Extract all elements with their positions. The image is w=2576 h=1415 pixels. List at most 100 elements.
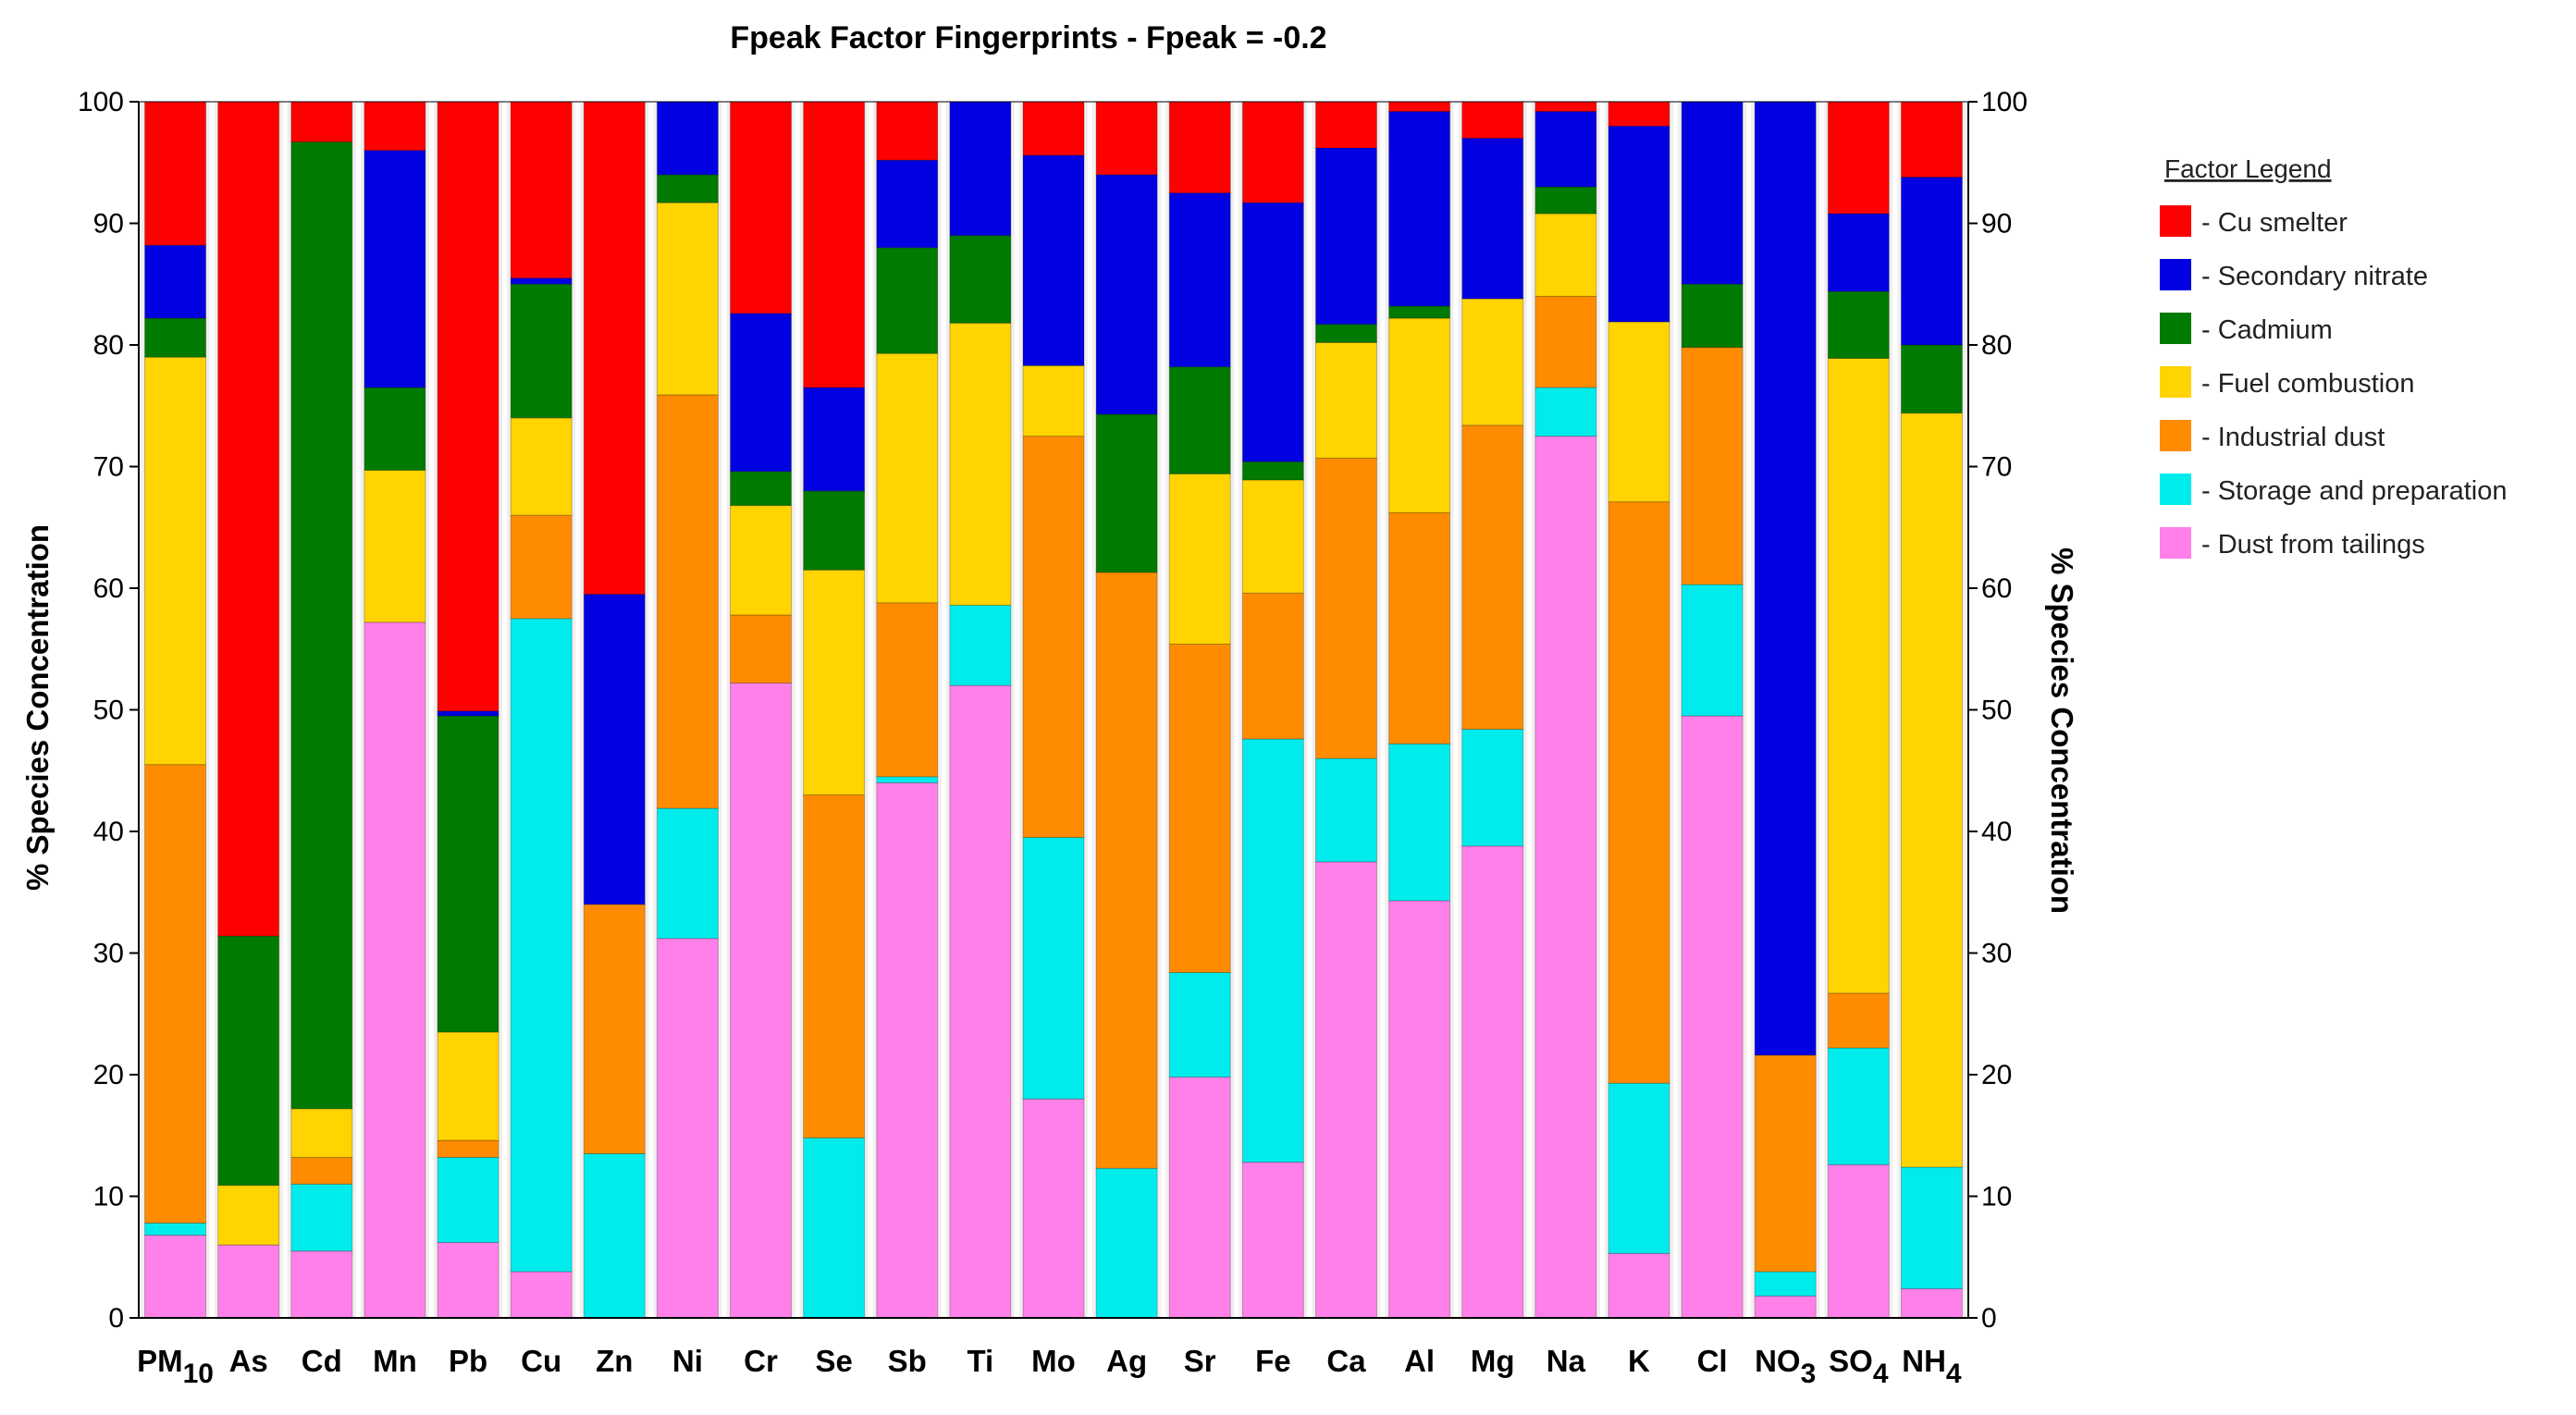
bar-segment bbox=[803, 387, 866, 492]
bar-segment bbox=[1535, 295, 1597, 388]
x-tick-label: Zn bbox=[596, 1344, 633, 1378]
legend-swatch bbox=[2160, 474, 2191, 505]
bar-segment bbox=[583, 1152, 646, 1319]
bar-segment bbox=[1388, 743, 1451, 902]
x-tick-label: Na bbox=[1547, 1344, 1586, 1378]
bar-segment bbox=[803, 101, 866, 388]
chart-title: Fpeak Factor Fingerprints - Fpeak = -0.2 bbox=[730, 20, 1326, 55]
bar-segment bbox=[1241, 1162, 1304, 1319]
y-tick-label-right: 40 bbox=[1981, 817, 2012, 847]
bar-segment bbox=[1241, 479, 1304, 594]
bar-segment bbox=[144, 244, 207, 319]
legend: Factor Legend - Cu smelter - Secondary n… bbox=[2160, 154, 2508, 560]
bar-segment bbox=[290, 1250, 353, 1319]
bar-segment bbox=[1022, 154, 1085, 366]
bar-segment bbox=[144, 317, 207, 358]
bar-segment bbox=[876, 159, 939, 249]
x-tick-label: Cr bbox=[744, 1344, 778, 1378]
bar-segment bbox=[583, 594, 646, 905]
bar-segment bbox=[1827, 992, 1890, 1049]
x-tick-label: Fe bbox=[1255, 1344, 1291, 1378]
x-tick-label: Cl bbox=[1697, 1344, 1728, 1378]
bar-segment bbox=[437, 1241, 499, 1319]
y-tick-label-right: 100 bbox=[1981, 87, 2028, 117]
bar-segment bbox=[1241, 738, 1304, 1163]
bar-segment bbox=[290, 101, 353, 142]
bar-segment bbox=[949, 235, 1012, 324]
bar-segment bbox=[1461, 137, 1524, 300]
legend-label: - Industrial dust bbox=[2201, 423, 2385, 452]
bar-segment bbox=[144, 356, 207, 766]
bar-segment bbox=[144, 101, 207, 246]
y-tick-label-left: 100 bbox=[78, 87, 124, 117]
bar-segment bbox=[437, 710, 499, 717]
bar-segment bbox=[1388, 101, 1451, 113]
bar-segment bbox=[290, 1183, 353, 1252]
bar-segment bbox=[730, 101, 793, 314]
bar-segment bbox=[1754, 101, 1817, 1056]
bar-segment bbox=[1608, 1252, 1670, 1319]
x-tick-label: Mn bbox=[373, 1344, 417, 1378]
bar-segment bbox=[656, 807, 719, 940]
bar-segment bbox=[1022, 364, 1085, 437]
bar-segment bbox=[1681, 584, 1744, 717]
legend-swatch bbox=[2160, 259, 2191, 290]
bar-segment bbox=[1827, 1163, 1890, 1319]
bar-segment bbox=[1314, 101, 1377, 149]
y-tick-label-left: 20 bbox=[93, 1060, 124, 1090]
bar-segment bbox=[510, 277, 573, 285]
x-tick-label: SO4 bbox=[1829, 1344, 1889, 1389]
legend-label: - Dust from tailings bbox=[2201, 530, 2425, 560]
bar-segment bbox=[437, 1156, 499, 1243]
y-tick-label-left: 30 bbox=[93, 939, 124, 969]
bar-segment bbox=[1900, 101, 1963, 178]
bar-segment bbox=[217, 1185, 280, 1246]
bar-segment bbox=[656, 174, 719, 203]
bar-segment bbox=[364, 621, 426, 1319]
bar-segment bbox=[949, 322, 1012, 606]
bar-segment bbox=[730, 683, 793, 1319]
bar-segment bbox=[1022, 1098, 1085, 1319]
bar-segment bbox=[583, 904, 646, 1154]
bar-segment bbox=[730, 313, 793, 473]
x-tick-label: NH4 bbox=[1902, 1344, 1962, 1389]
bar-segment bbox=[1827, 101, 1890, 215]
x-tick-label: Mo bbox=[1031, 1344, 1076, 1378]
bar-segment bbox=[1461, 845, 1524, 1319]
bar-segment bbox=[144, 1222, 207, 1237]
bar-segment bbox=[1314, 147, 1377, 326]
bar-segment bbox=[656, 938, 719, 1319]
bar-segment bbox=[949, 604, 1012, 686]
bar-segment bbox=[1388, 305, 1451, 319]
bar-segment bbox=[1608, 101, 1670, 127]
bar-segment bbox=[1022, 101, 1085, 156]
bar-segment bbox=[1608, 1082, 1670, 1254]
x-tick-label: Sr bbox=[1184, 1344, 1216, 1378]
legend-label: - Cadmium bbox=[2201, 315, 2333, 345]
y-tick-label-right: 20 bbox=[1981, 1060, 2012, 1090]
bar-segment bbox=[364, 469, 426, 623]
bar-segment bbox=[1608, 125, 1670, 323]
x-tick-label: Al bbox=[1404, 1344, 1435, 1378]
bar-segment bbox=[217, 935, 280, 1187]
bar-segment bbox=[290, 1156, 353, 1185]
bar-segment bbox=[1314, 324, 1377, 343]
bars bbox=[144, 101, 1963, 1319]
bar-segment bbox=[1095, 1167, 1158, 1319]
y-tick-label-left: 70 bbox=[93, 452, 124, 483]
y-tick-label-right: 70 bbox=[1981, 452, 2012, 483]
bar-segment bbox=[437, 1139, 499, 1158]
bar-segment bbox=[1900, 412, 1963, 1168]
bar-segment bbox=[1022, 436, 1085, 839]
bar-segment bbox=[1095, 101, 1158, 176]
bar-segment bbox=[803, 490, 866, 571]
bar-segment bbox=[1461, 424, 1524, 731]
bar-segment bbox=[1681, 283, 1744, 349]
y-tick-label-right: 30 bbox=[1981, 939, 2012, 969]
legend-label: - Storage and preparation bbox=[2201, 476, 2508, 506]
y-tick-label-left: 40 bbox=[93, 817, 124, 847]
bar-segment bbox=[656, 202, 719, 396]
bar-segment bbox=[730, 471, 793, 507]
bar-segment bbox=[1168, 473, 1231, 645]
